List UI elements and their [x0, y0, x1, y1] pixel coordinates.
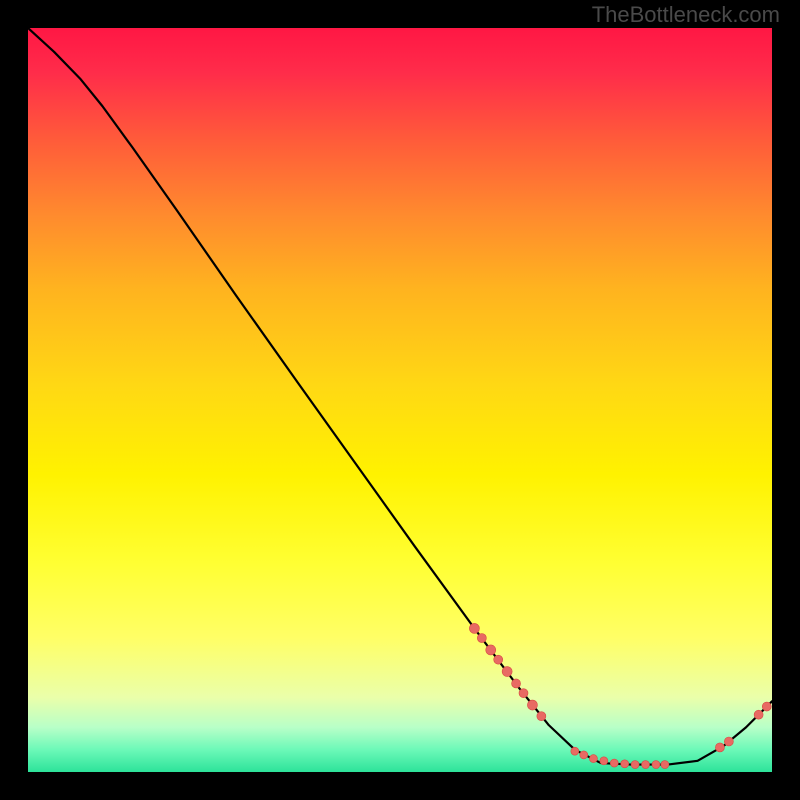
data-marker [652, 761, 660, 769]
data-marker [469, 623, 479, 633]
watermark-label: TheBottleneck.com [592, 2, 780, 28]
bottleneck-curve [28, 28, 772, 765]
data-marker [610, 759, 618, 767]
data-marker [477, 634, 486, 643]
data-marker [724, 737, 733, 746]
data-marker [519, 689, 528, 698]
data-marker [600, 757, 608, 765]
data-marker [642, 761, 650, 769]
data-marker [494, 655, 503, 664]
data-marker [754, 710, 763, 719]
data-marker [715, 743, 724, 752]
data-marker [631, 761, 639, 769]
data-marker [486, 645, 496, 655]
data-marker [502, 667, 512, 677]
data-marker [571, 747, 579, 755]
data-marker [537, 712, 546, 721]
chart-plot-area [28, 28, 772, 772]
data-marker [512, 679, 521, 688]
chart-curve-layer [28, 28, 772, 772]
data-marker [589, 755, 597, 763]
data-marker [527, 700, 537, 710]
marker-group [469, 623, 771, 768]
data-marker [661, 761, 669, 769]
data-marker [621, 760, 629, 768]
data-marker [762, 702, 771, 711]
data-marker [580, 751, 588, 759]
